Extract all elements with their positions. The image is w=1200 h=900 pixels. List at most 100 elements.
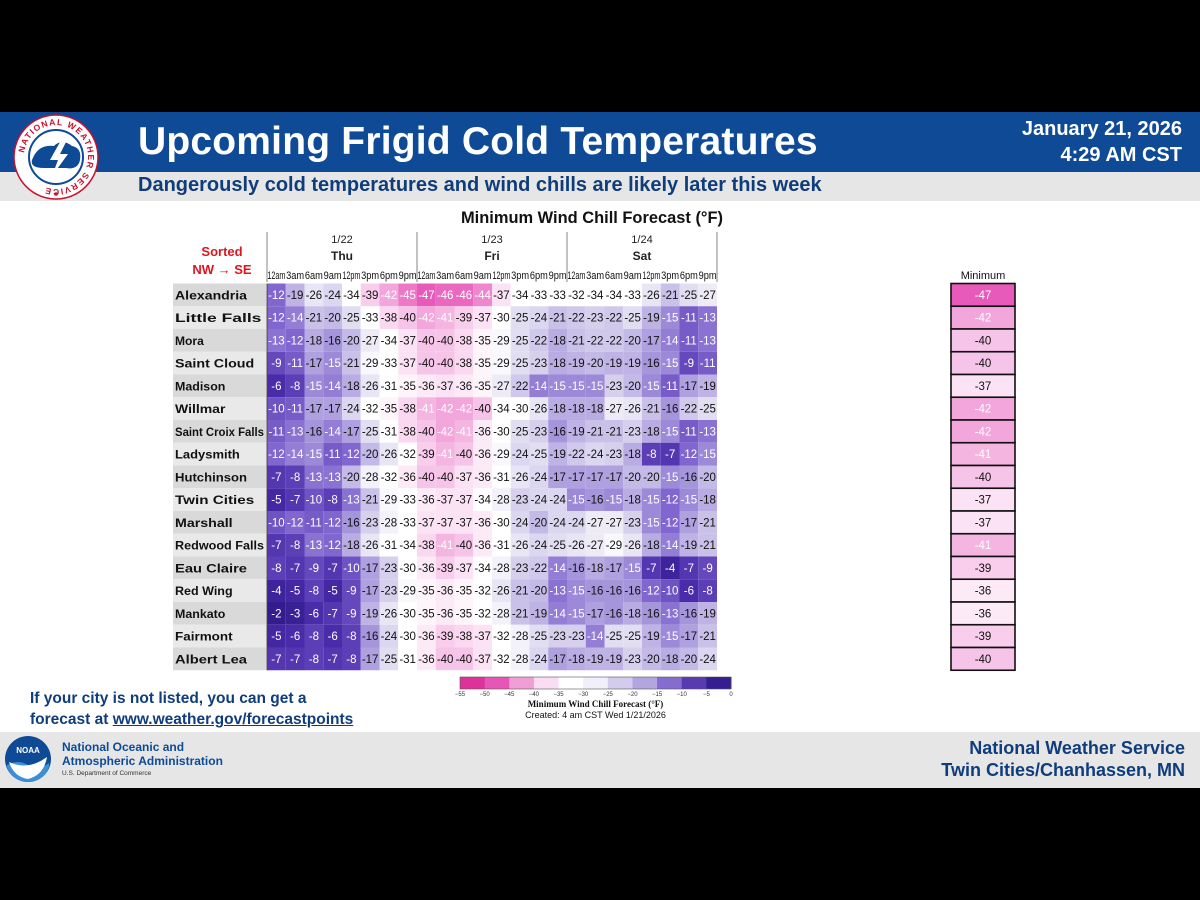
wind-chill-value: -32 (493, 654, 510, 666)
wind-chill-value: -35 (381, 404, 398, 416)
wind-chill-cell (435, 442, 455, 466)
wind-chill-cell (454, 397, 474, 420)
wind-chill-cell (604, 397, 624, 420)
wind-chill-value: -34 (587, 290, 604, 302)
wind-chill-value: -9 (346, 586, 356, 598)
wind-chill-value: -38 (399, 404, 416, 416)
wind-chill-cell (360, 647, 380, 671)
wind-chill-value: -15 (624, 563, 641, 575)
wind-chill-value: -35 (418, 586, 435, 598)
wind-chill-value: -18 (643, 540, 660, 552)
wind-chill-value: -8 (290, 381, 300, 393)
wind-chill-value: -7 (271, 472, 281, 484)
forecast-points-link[interactable]: www.weather.gov/forecastpoints (112, 711, 354, 728)
wind-chill-cell (660, 465, 680, 489)
wind-chill-value: -15 (662, 358, 679, 370)
wind-chill-cell (435, 306, 455, 329)
wind-chill-value: -35 (418, 608, 435, 620)
legend-border (459, 676, 732, 690)
wind-chill-value: -13 (268, 335, 285, 347)
wind-chill-value: -19 (362, 608, 379, 620)
wind-chill-value: -26 (624, 540, 641, 552)
minimum-value: -40 (975, 335, 992, 347)
wind-chill-value: -40 (474, 404, 491, 416)
wind-chill-value: -39 (362, 290, 379, 302)
wind-chill-cell (660, 329, 680, 352)
wind-chill-cell (679, 488, 699, 511)
wind-chill-cell (323, 283, 342, 307)
wind-chill-value: -13 (699, 426, 716, 438)
wind-chill-cell (435, 420, 455, 443)
wind-chill-cell (660, 374, 680, 398)
wind-chill-cell (660, 351, 680, 375)
wind-chill-cell (567, 329, 586, 352)
wind-chill-value: -15 (643, 381, 660, 393)
wind-chill-value: -15 (681, 495, 698, 507)
city-label-cell (173, 488, 266, 511)
wind-chill-cell (492, 647, 511, 671)
wind-chill-value: -31 (493, 472, 510, 484)
wind-chill-value: -31 (381, 426, 398, 438)
wind-chill-cell (323, 306, 342, 329)
wind-chill-value: -23 (606, 381, 623, 393)
wind-chill-cell (285, 511, 305, 534)
wind-chill-cell (360, 420, 380, 443)
wind-chill-value: -20 (587, 358, 604, 370)
wind-chill-cell (623, 465, 642, 489)
wind-chill-cell (529, 351, 549, 375)
legend-tick-label: −20 (627, 692, 638, 698)
wind-chill-cell (398, 465, 417, 489)
wind-chill-value: -25 (381, 654, 398, 666)
wind-chill-cell (360, 624, 380, 648)
wind-chill-value: -11 (681, 335, 697, 347)
wind-chill-cell (679, 647, 699, 671)
wind-chill-value: -32 (474, 608, 491, 620)
wind-chill-cell (529, 511, 549, 534)
legend-tick-label: −10 (677, 692, 688, 698)
wind-chill-cell (623, 533, 642, 557)
city-label: Alexandria (175, 288, 247, 302)
page-subtitle: Dangerously cold temperatures and wind c… (138, 174, 822, 196)
wind-chill-cell (323, 442, 342, 466)
wind-chill-cell (360, 511, 380, 534)
wind-chill-cell (492, 533, 511, 557)
wind-chill-value: -30 (399, 631, 416, 643)
time-label: 3am (286, 270, 304, 282)
wind-chill-value: -40 (418, 472, 435, 484)
wind-chill-value: -27 (699, 290, 716, 302)
wind-chill-cell (417, 533, 436, 557)
wind-chill-value: -37 (399, 335, 416, 347)
wind-chill-cell (285, 420, 305, 443)
city-label: Mankato (175, 607, 225, 621)
noaa-name-line-1: National Oceanic and (62, 740, 185, 754)
wind-chill-value: -22 (681, 404, 698, 416)
wind-chill-value: -24 (531, 540, 548, 552)
wind-chill-cell (510, 579, 530, 602)
city-label-cell (173, 465, 266, 489)
wind-chill-cell (604, 283, 624, 307)
wind-chill-cell (267, 397, 286, 420)
wind-chill-cell (342, 329, 361, 352)
wind-chill-value: -10 (306, 495, 323, 507)
wind-chill-cell (529, 397, 549, 420)
wind-chill-value: -46 (437, 290, 454, 302)
wind-chill-value: -45 (399, 290, 416, 302)
sort-note-line-1: Sorted (201, 244, 242, 259)
wind-chill-cell (379, 488, 399, 511)
wind-chill-value: -17 (587, 472, 604, 484)
wind-chill-value: -18 (587, 563, 604, 575)
wind-chill-value: -37 (437, 517, 454, 529)
wind-chill-cell (642, 647, 661, 671)
wind-chill-value: -10 (662, 586, 679, 598)
wind-chill-cell (304, 374, 324, 398)
wind-chill-value: -18 (624, 449, 641, 461)
wind-chill-value: -19 (699, 381, 716, 393)
wind-chill-value: -25 (681, 290, 698, 302)
wind-chill-value: -8 (290, 540, 300, 552)
wind-chill-cell (454, 306, 474, 329)
wind-chill-value: -17 (606, 472, 623, 484)
wind-chill-value: -7 (328, 608, 338, 620)
wind-chill-cell (698, 579, 717, 602)
wind-chill-cell (304, 465, 324, 489)
wind-chill-cell (604, 442, 624, 466)
